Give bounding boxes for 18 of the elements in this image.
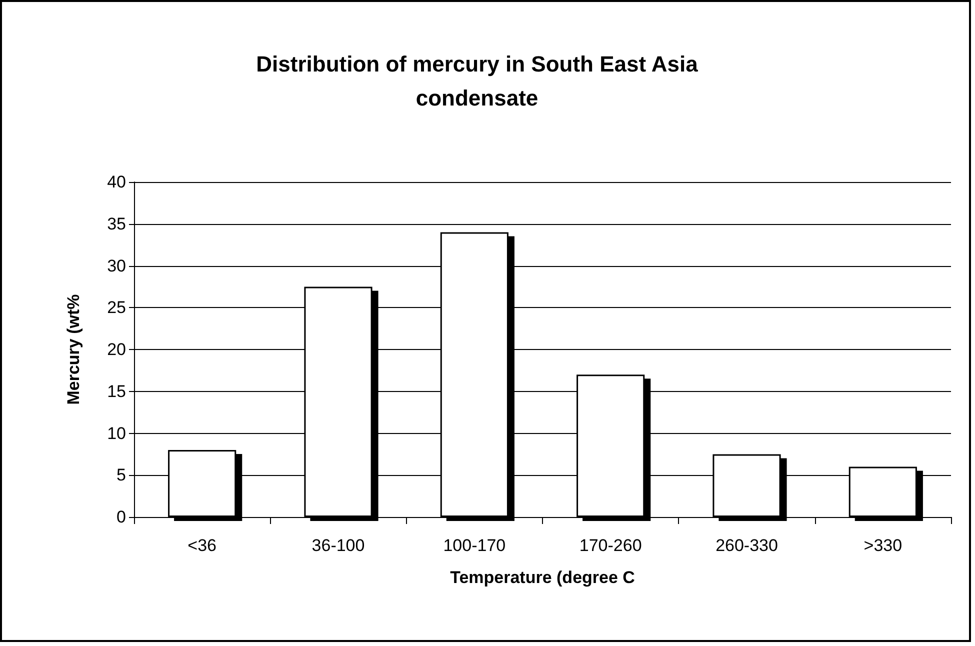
y-tick-label: 15	[107, 382, 126, 401]
x-tick-label: 260-330	[716, 536, 778, 555]
y-tick-label: 30	[107, 256, 126, 276]
y-tick-label: 5	[116, 466, 126, 485]
x-tick-label: >330	[864, 536, 902, 555]
x-tick-label: 100-170	[443, 536, 506, 555]
x-tick-label: 170-260	[579, 536, 642, 555]
x-axis-title: Temperature (degree C	[450, 568, 635, 587]
y-tick-label: 35	[107, 214, 126, 234]
y-tick-label: 0	[116, 508, 126, 526]
y-tick-label: 20	[107, 340, 126, 359]
y-tick-label: 40	[107, 172, 126, 192]
y-axis-title: Mercury (wt%	[64, 294, 83, 405]
chart-title: Distribution of mercury in South East Asia condensate	[256, 52, 699, 110]
y-tick-label: 10	[107, 424, 126, 443]
x-tick-label: <36	[188, 536, 217, 555]
y-tick-label: 25	[107, 298, 126, 318]
x-tick-label: 36-100	[312, 536, 365, 555]
